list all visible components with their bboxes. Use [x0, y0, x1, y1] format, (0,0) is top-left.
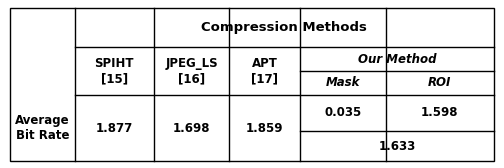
Text: ROI: ROI — [428, 76, 452, 89]
Text: 1.859: 1.859 — [246, 122, 283, 135]
Text: 1.877: 1.877 — [96, 122, 133, 135]
Text: Average
Bit Rate: Average Bit Rate — [15, 114, 70, 142]
Text: Our Method: Our Method — [358, 53, 436, 66]
Text: SPIHT
[15]: SPIHT [15] — [94, 57, 134, 85]
Text: APT
[17]: APT [17] — [251, 57, 278, 85]
Text: 0.035: 0.035 — [324, 107, 361, 119]
Text: Mask: Mask — [326, 76, 360, 89]
Text: 1.698: 1.698 — [173, 122, 210, 135]
Text: 1.598: 1.598 — [421, 107, 459, 119]
Text: JPEG_LS
[16]: JPEG_LS [16] — [165, 57, 218, 85]
Text: Compression Methods: Compression Methods — [201, 21, 367, 34]
Text: 1.633: 1.633 — [379, 140, 415, 153]
